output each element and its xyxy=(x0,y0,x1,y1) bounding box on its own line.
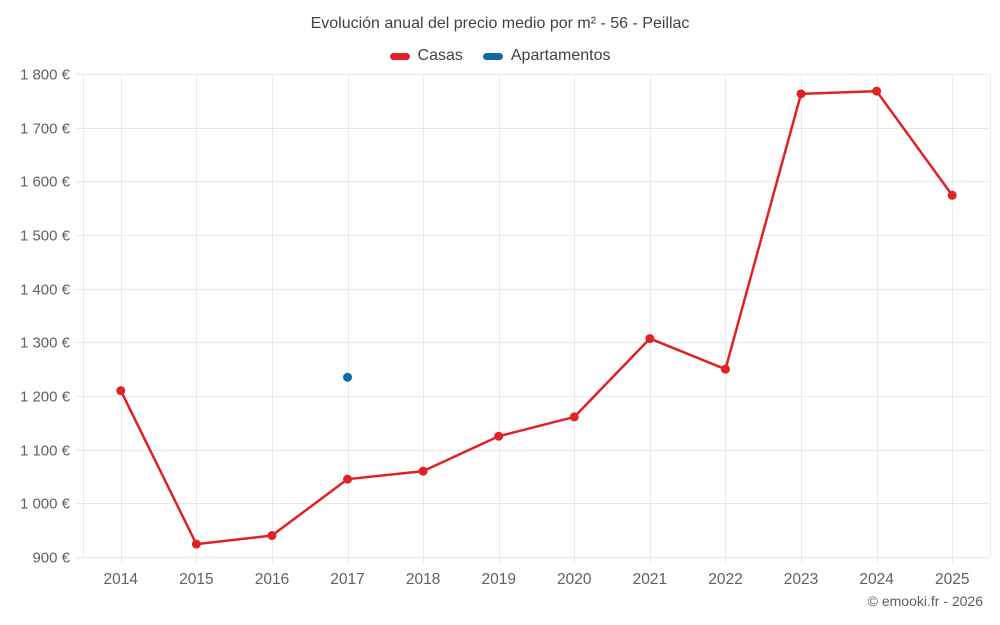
data-point-casas[interactable] xyxy=(569,412,579,422)
legend-label-apartamentos: Apartamentos xyxy=(510,47,611,64)
x-axis-tick-label: 2015 xyxy=(179,571,213,588)
x-axis-tick-label: 2023 xyxy=(784,571,818,588)
x-axis-tick-label: 2024 xyxy=(859,571,894,588)
x-axis-tick-label: 2021 xyxy=(633,571,667,588)
casas-series-line xyxy=(119,89,954,546)
data-point-apartamentos[interactable] xyxy=(343,372,353,382)
chart-legend: Casas Apartamentos xyxy=(0,45,1000,67)
legend-label-casas: Casas xyxy=(417,47,463,64)
data-point-casas[interactable] xyxy=(947,190,957,200)
data-point-casas[interactable] xyxy=(720,364,730,374)
y-axis-tick-label: 1 800 € xyxy=(20,67,71,84)
x-axis-tick-label: 2022 xyxy=(708,571,742,588)
y-axis-tick-label: 900 € xyxy=(32,550,70,567)
y-axis-tick-label: 1 500 € xyxy=(20,228,71,245)
x-axis-tick-label: 2014 xyxy=(104,571,139,588)
copyright-text: © emooki.fr - 2026 xyxy=(867,593,983,609)
x-axis-tick-label: 2019 xyxy=(481,571,515,588)
data-point-casas[interactable] xyxy=(116,386,126,396)
x-axis-tick-label: 2016 xyxy=(255,571,289,588)
x-axis-tick-label: 2025 xyxy=(935,571,969,588)
y-axis-tick-label: 1 200 € xyxy=(20,389,71,406)
chart-title: Evolución anual del precio medio por m² … xyxy=(310,15,690,32)
data-point-casas[interactable] xyxy=(796,89,806,99)
y-axis-tick-label: 1 000 € xyxy=(20,496,71,513)
y-axis-tick-label: 1 600 € xyxy=(20,174,71,191)
legend-item-apartamentos[interactable]: Apartamentos xyxy=(482,47,611,65)
x-axis-tick-label: 2017 xyxy=(330,571,364,588)
data-point-casas[interactable] xyxy=(343,474,353,484)
data-point-casas[interactable] xyxy=(494,431,504,441)
x-axis-tick-label: 2020 xyxy=(557,571,592,588)
x-axis-tick-label: 2018 xyxy=(406,571,440,588)
data-point-casas[interactable] xyxy=(267,531,277,541)
y-axis-tick-label: 1 100 € xyxy=(20,443,71,460)
data-point-casas[interactable] xyxy=(645,334,655,344)
y-axis-tick-label: 1 300 € xyxy=(20,335,71,352)
data-point-casas[interactable] xyxy=(418,466,428,476)
apartamentos-series-swatch xyxy=(482,52,503,60)
casas-series-swatch xyxy=(389,52,410,60)
data-point-casas[interactable] xyxy=(191,539,201,549)
data-point-casas[interactable] xyxy=(872,86,882,96)
y-axis-tick-label: 1 400 € xyxy=(20,282,71,299)
legend-item-casas[interactable]: Casas xyxy=(389,47,463,65)
y-axis-tick-label: 1 700 € xyxy=(20,121,71,138)
